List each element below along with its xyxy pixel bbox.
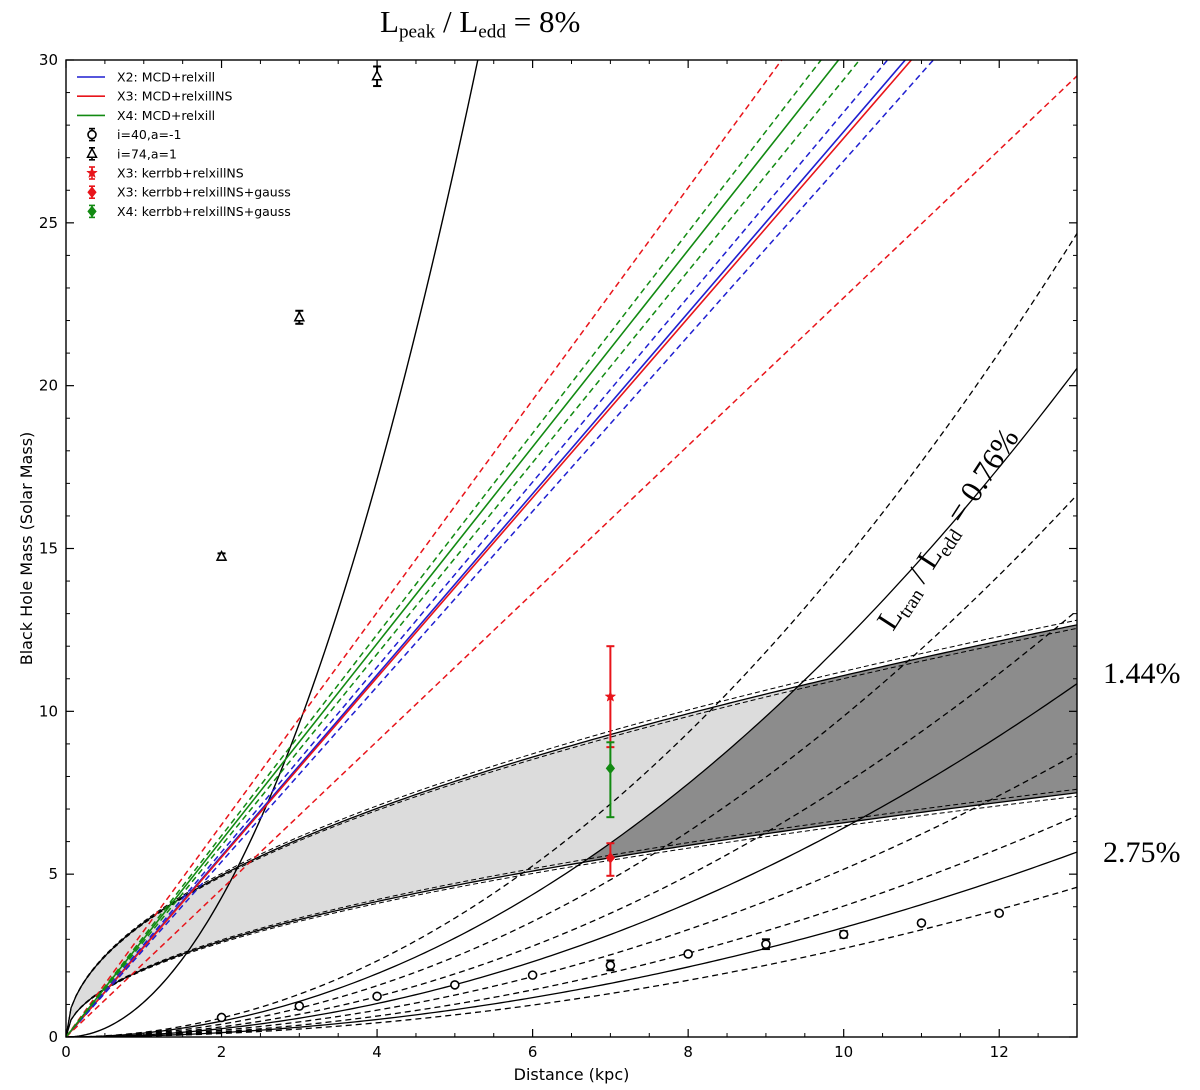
percent-label-1.44: 1.44% [1103, 657, 1181, 690]
legend-marker [87, 129, 97, 140]
triangle-point [371, 69, 383, 81]
band-upper-line [66, 619, 1077, 1037]
kerrbb-point [604, 690, 617, 702]
chart-title: Lpeak / Ledd = 8% [380, 4, 580, 43]
legend-label: X3: kerrbb+relxillNS [117, 166, 244, 181]
transition-annotation: Ltran / Ledd = 0.76% [870, 422, 1029, 638]
y-axis-title: Black Hole Mass (Solar Mass) [17, 432, 36, 666]
band-light-region [66, 624, 1077, 1037]
y-tick-label: 30 [39, 51, 58, 69]
percent-label-2.75: 2.75% [1103, 836, 1181, 869]
y-tick-label: 10 [39, 702, 58, 720]
band-upper-line [66, 627, 1077, 1037]
transition-curve [66, 815, 1077, 1037]
x-tick-label: 4 [372, 1043, 382, 1061]
plot-area [66, 60, 1077, 1037]
x-tick-label: 0 [61, 1043, 71, 1061]
circle-point [683, 949, 693, 959]
transition-curve [66, 609, 1077, 1037]
linear-series-line [66, 60, 913, 1037]
x-tick-label: 10 [834, 1043, 853, 1061]
kerrbb-point [605, 852, 616, 864]
legend [77, 76, 105, 219]
legend-label: X3: kerrbb+relxillNS+gauss [117, 185, 291, 200]
x-axis-title: Distance (kpc) [514, 1065, 630, 1084]
circle-point [605, 960, 616, 971]
circle-point [916, 918, 927, 928]
legend-label: X4: MCD+relxill [117, 108, 215, 123]
transition-curve [66, 752, 1077, 1037]
transition-curve [66, 233, 1077, 1037]
legend-marker [87, 205, 97, 218]
circle-point [527, 970, 538, 980]
linear-series-line [66, 60, 822, 1037]
y-tick-label: 5 [48, 865, 58, 883]
linear-series-line [66, 75, 1077, 1037]
transition-curve [66, 886, 1077, 1037]
circle-point [450, 980, 460, 990]
transition-curve [66, 851, 1077, 1037]
legend-label: X2: MCD+relxill [117, 70, 215, 85]
triangle-point [293, 310, 306, 322]
circle-point [216, 1012, 227, 1023]
circle-point [294, 1001, 305, 1011]
legend-marker [86, 147, 98, 159]
legend-marker [86, 166, 98, 179]
band-lower-line [66, 788, 1077, 1037]
x-tick-label: 12 [990, 1043, 1009, 1061]
circle-point [372, 991, 382, 1002]
legend-label: X3: MCD+relxillNS [117, 89, 233, 104]
legend-marker [87, 186, 97, 199]
transition-curve [66, 683, 1077, 1037]
x-tick-label: 2 [217, 1043, 227, 1061]
band-lower-line [66, 795, 1077, 1037]
band-dark-region [66, 624, 1077, 1037]
linear-series-line [66, 60, 889, 1037]
transition-curve [66, 367, 1077, 1037]
legend-label: i=40,a=-1 [117, 127, 181, 142]
linear-series-line [66, 60, 935, 1037]
y-tick-label: 20 [39, 377, 58, 395]
triangle-point [215, 550, 228, 561]
y-tick-label: 25 [39, 214, 58, 232]
band-lower-line [66, 792, 1077, 1037]
x-tick-label: 8 [683, 1043, 693, 1061]
kerrbb-point [605, 762, 616, 775]
x-tick-label: 6 [528, 1043, 538, 1061]
y-tick-label: 0 [48, 1028, 58, 1046]
peak-curve [66, 60, 479, 1037]
legend-label: X4: kerrbb+relxillNS+gauss [117, 204, 291, 219]
linear-series-line [66, 60, 840, 1037]
circle-point [838, 929, 849, 940]
circle-point [994, 908, 1005, 919]
linear-series-line [66, 60, 861, 1037]
linear-series-line [66, 60, 907, 1037]
circle-point [761, 939, 771, 949]
y-tick-label: 15 [39, 540, 58, 558]
transition-curve [66, 494, 1077, 1037]
linear-series-line [66, 60, 783, 1037]
legend-label: i=74,a=1 [117, 146, 177, 161]
